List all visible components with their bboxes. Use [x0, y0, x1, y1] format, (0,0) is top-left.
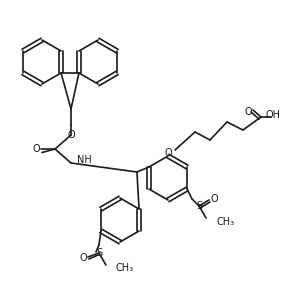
Text: O: O [32, 144, 40, 154]
Text: NH: NH [77, 155, 92, 165]
Text: OH: OH [266, 110, 281, 120]
Text: CH₃: CH₃ [216, 217, 234, 227]
Text: CH₃: CH₃ [116, 263, 134, 273]
Text: O: O [164, 148, 172, 158]
Text: O: O [67, 130, 75, 140]
Text: S: S [196, 201, 202, 211]
Text: O: O [79, 253, 87, 263]
Text: S: S [96, 248, 102, 258]
Text: O: O [210, 194, 218, 204]
Text: O: O [244, 107, 252, 117]
